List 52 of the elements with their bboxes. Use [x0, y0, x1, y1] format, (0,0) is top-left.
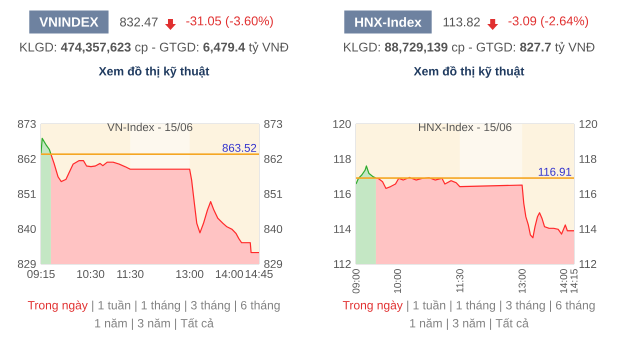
y2-tick-label: 118: [580, 155, 596, 164]
text: KLGD: 474,357,623 cp - GTGD: 6,479.4 tỷ VNĐ: [20, 42, 288, 54]
y-tick-label: 829: [18, 260, 36, 268]
x-tick-label: 10:00: [394, 269, 402, 293]
text: 113.82: [444, 18, 480, 26]
x-tick-label: 09:00: [352, 269, 360, 294]
y2-tick-label: 873: [264, 120, 282, 128]
x-tick-label: 10:30: [77, 270, 104, 278]
y-tick-label: 118: [334, 155, 351, 164]
text: Xem đồ thị kỹ thuật: [98, 66, 210, 78]
x-tick-label: 14:45: [246, 270, 273, 278]
x-tick-label: 14:00: [216, 270, 244, 278]
text: VNINDEX: [39, 17, 98, 27]
y-tick-label: 116: [334, 190, 351, 198]
ref-line-label: 116.91: [538, 168, 572, 176]
x-tick-label: 09:15: [27, 270, 55, 278]
text: | 1 tuần | 1 tháng | 3 tháng | 6 tháng: [92, 300, 280, 312]
y2-tick-label: 829: [264, 260, 282, 268]
chart-title: HNX-Index - 15/06: [419, 122, 512, 132]
y2-tick-label: 114: [580, 225, 596, 233]
x-tick-label: 14:00: [560, 269, 568, 293]
text: 1 năm | 3 năm | Tất cả: [410, 318, 529, 330]
y-tick-label: 120: [333, 120, 351, 128]
ref-line-label: 863.52: [222, 144, 256, 152]
text: Trong ngày: [28, 300, 88, 312]
y2-tick-label: 120: [580, 120, 598, 128]
text: Trong ngày: [342, 300, 403, 312]
y2-tick-label: 116: [580, 190, 596, 198]
y2-tick-label: 840: [264, 224, 282, 234]
text: | 1 tuần | 1 tháng | 3 tháng | 6 tháng: [407, 300, 595, 312]
text: -3.09 (-2.64%): [508, 16, 588, 28]
text: 832.47: [120, 18, 158, 26]
text: 1 năm | 3 năm | Tất cả: [95, 318, 214, 330]
y2-tick-label: 862: [264, 155, 282, 164]
y-tick-label: 873: [18, 120, 36, 128]
text: KLGD: 88,729,139 cp - GTGD: 827.7 tỷ VNĐ: [344, 42, 594, 54]
text: Xem đồ thị kỹ thuật: [414, 66, 524, 78]
x-tick-label: 13:00: [518, 269, 526, 293]
y-tick-label: 840: [18, 224, 36, 234]
x-tick-label: 11:30: [117, 270, 144, 278]
x-tick-label: 13:00: [176, 270, 204, 278]
y-tick-label: 862: [18, 155, 36, 164]
y2-tick-label: 112: [580, 260, 596, 268]
x-tick-label: 14:15: [570, 269, 578, 293]
y-tick-label: 851: [18, 190, 36, 198]
x-tick-label: 11:30: [456, 269, 464, 292]
y-tick-label: 114: [334, 225, 351, 233]
chart-title: VN-Index - 15/06: [107, 122, 192, 132]
text: HNX-Index: [355, 17, 422, 27]
y2-tick-label: 851: [264, 190, 282, 198]
y-tick-label: 112: [334, 260, 351, 268]
text: -31.05 (-3.60%): [186, 16, 273, 28]
